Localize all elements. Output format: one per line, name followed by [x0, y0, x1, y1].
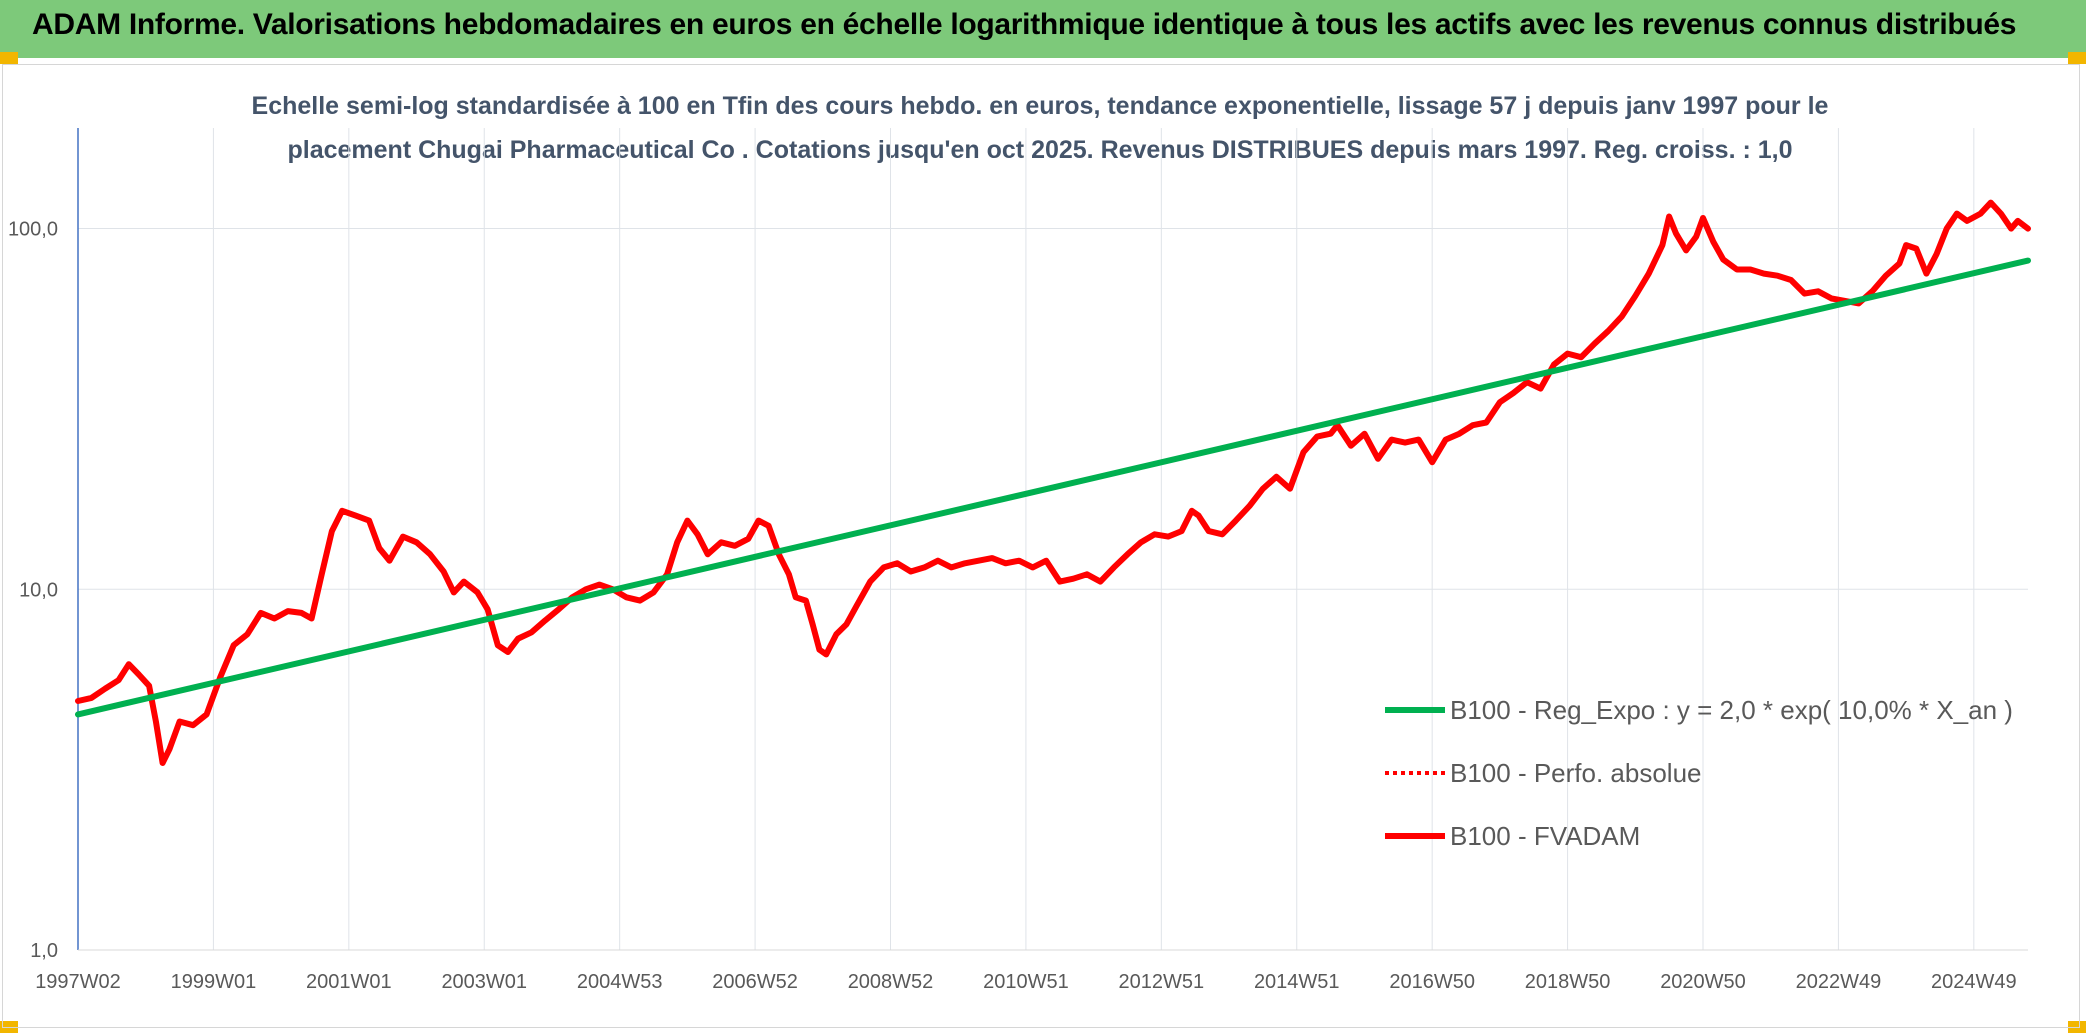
y-tick-label: 100,0	[8, 219, 58, 241]
corner-marker-top-right	[2068, 52, 2086, 64]
legend-label: B100 - Perfo. absolue	[1450, 758, 1702, 788]
x-tick-label: 2024W49	[1931, 971, 2017, 993]
series	[75, 199, 2031, 766]
title-banner: ADAM Informe. Valorisations hebdomadaire…	[0, 0, 2086, 58]
x-tick-label: 2012W51	[1119, 971, 1205, 993]
x-tick-label: 2006W52	[712, 971, 798, 993]
x-tick-label: 2008W52	[848, 971, 934, 993]
chart-subtitle-line-2: placement Chugai Pharmaceutical Co . Cot…	[287, 136, 1792, 164]
page-title: ADAM Informe. Valorisations hebdomadaire…	[32, 8, 2017, 41]
x-tick-label: 1997W02	[35, 971, 121, 993]
grid	[78, 128, 2028, 950]
legend-label: B100 - FVADAM	[1450, 821, 1640, 851]
legend-label: B100 - Reg_Expo : y = 2,0 * exp( 10,0% *…	[1450, 695, 2013, 725]
x-tick-label: 2014W51	[1254, 971, 1340, 993]
series-line-2	[75, 199, 2031, 766]
legend: B100 - Reg_Expo : y = 2,0 * exp( 10,0% *…	[1385, 695, 2013, 851]
corner-marker-top-left	[0, 52, 18, 64]
x-tick-label: 2001W01	[306, 971, 392, 993]
x-tick-label: 2016W50	[1389, 971, 1475, 993]
axes: 1997W02 1999W01 2001W01 2003W01 2004W53 2006W…	[8, 128, 2028, 993]
x-tick-label: 2020W50	[1660, 971, 1746, 993]
x-tick-label: 2018W50	[1525, 971, 1611, 993]
x-tick-label: 2003W01	[441, 971, 527, 993]
chart-subtitle-line-1: Echelle semi-log standardisée à 100 en T…	[252, 92, 1829, 120]
x-tick-label: 2004W53	[577, 971, 663, 993]
y-tick-label: 10,0	[19, 579, 58, 601]
y-tick-label: 1,0	[30, 940, 58, 962]
x-tick-label: 2022W49	[1796, 971, 1882, 993]
series-line-0	[75, 257, 2031, 718]
x-tick-label: 1999W01	[171, 971, 257, 993]
x-tick-label: 2010W51	[983, 971, 1069, 993]
chart-frame	[2, 64, 2080, 1028]
